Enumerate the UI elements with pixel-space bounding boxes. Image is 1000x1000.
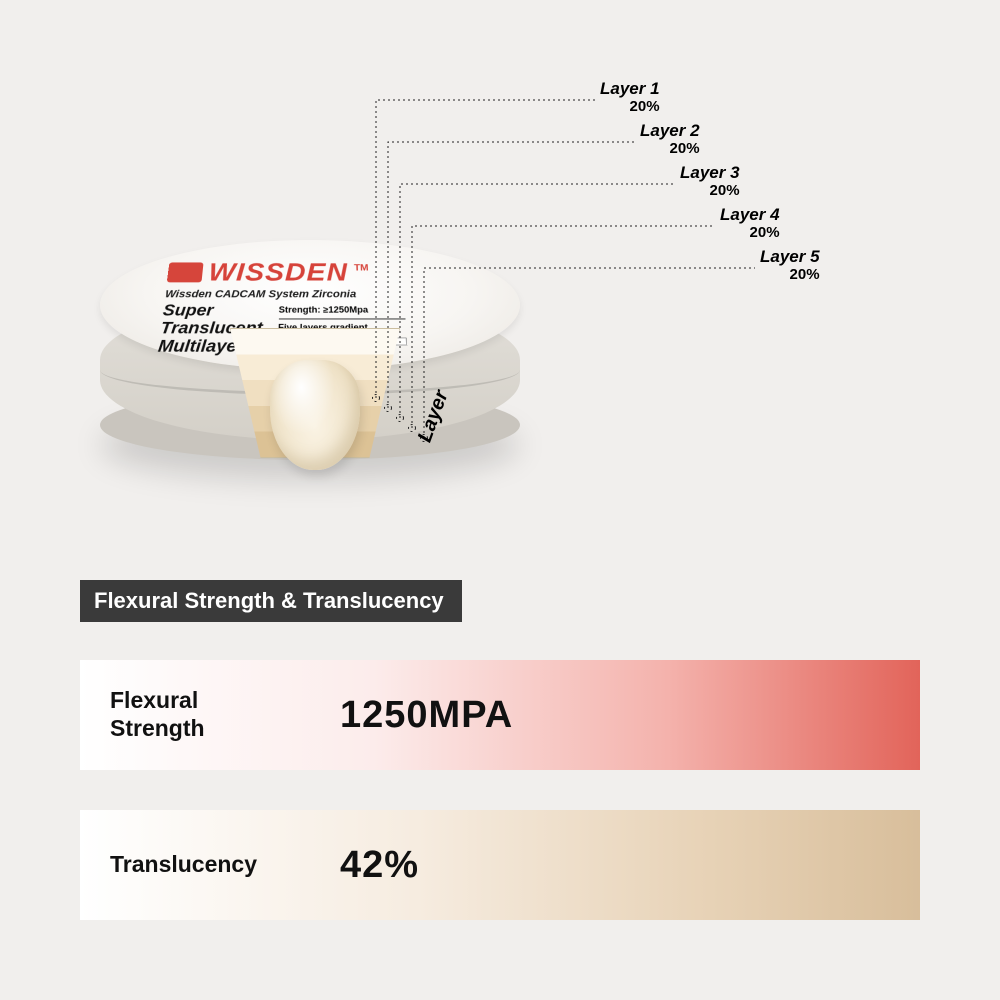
layer-percent: 20% xyxy=(640,141,700,158)
product-line1: Super xyxy=(162,301,214,319)
brand-name: WISSDEN xyxy=(207,258,348,287)
layer-name: Layer 2 xyxy=(640,122,700,141)
layer-label-2: Layer 2 20% xyxy=(640,122,700,157)
layer-name: Layer 4 xyxy=(720,206,780,225)
layer-percent: 20% xyxy=(720,225,780,242)
layer-name: Layer 5 xyxy=(760,248,820,267)
layer-name: Layer 3 xyxy=(680,164,740,183)
brand-logo-icon xyxy=(167,262,204,282)
metric-bar-translucency: Translucency 42% xyxy=(80,810,920,920)
metric-label-translucency: Translucency xyxy=(80,851,340,879)
metric-bar-strength: Flexural Strength 1250MPA xyxy=(80,660,920,770)
spec-strength-label: Strength: xyxy=(279,305,321,315)
layer-label-1: Layer 1 20% xyxy=(600,80,660,115)
spec-strength-value: ≥1250Mpa xyxy=(323,305,368,315)
metric-label-strength: Flexural Strength xyxy=(80,687,340,742)
metric-label-line1: Translucency xyxy=(110,851,257,877)
metric-value-translucency: 42% xyxy=(340,844,419,887)
metric-value-strength: 1250MPA xyxy=(340,694,513,737)
layer-percent: 20% xyxy=(760,267,820,284)
layer-percent: 20% xyxy=(680,183,740,200)
metric-label-line1: Flexural xyxy=(110,687,198,713)
brand-subline: Wissden CADCAM System Zirconia xyxy=(164,289,475,300)
layer-percent: 20% xyxy=(600,99,660,116)
layer-name: Layer 1 xyxy=(600,80,660,99)
product-disc: WISSDEN TM Wissden CADCAM System Zirconi… xyxy=(100,240,520,500)
layer-label-5: Layer 5 20% xyxy=(760,248,820,283)
layer-label-3: Layer 3 20% xyxy=(680,164,740,199)
metric-label-line2: Strength xyxy=(110,715,205,741)
section-title: Flexural Strength & Translucency xyxy=(80,580,462,622)
brand-trademark: TM xyxy=(354,263,369,273)
layer-label-4: Layer 4 20% xyxy=(720,206,780,241)
product-line3: Multilayer xyxy=(157,336,244,355)
